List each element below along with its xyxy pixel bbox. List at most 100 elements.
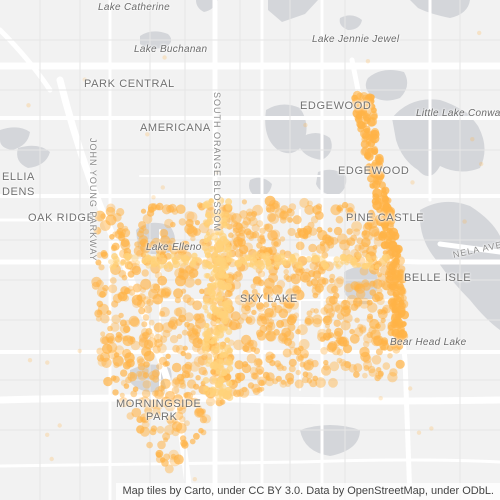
heat-point [211,377,218,384]
heat-point [306,200,313,207]
heat-point [264,307,274,318]
heat-point [118,312,124,319]
heat-point [156,363,163,370]
heat-point [270,353,276,359]
heat-point [390,313,401,324]
heat-point [101,251,109,259]
lake-edgewood-water [365,70,408,101]
heat-point [155,401,164,410]
heat-point [362,354,372,364]
heat-point [249,366,259,376]
heat-point [209,386,217,394]
heat-point [398,329,408,340]
heat-point [112,389,119,396]
heat-point [366,299,373,306]
heat-point [279,380,288,388]
heat-point [101,357,112,368]
heat-point [252,204,263,216]
heat-point [184,321,191,328]
heat-point [117,333,124,340]
heat-point [386,223,394,231]
heat-point [335,215,344,224]
heat-point [165,244,172,251]
heat-point [320,260,329,268]
heat-point [173,454,184,465]
map-attribution[interactable]: Map tiles by Carto, under CC BY 3.0. Dat… [116,483,500,500]
heat-point [245,316,253,324]
heat-point [109,234,115,240]
heat-point [184,352,192,360]
heat-point [250,294,257,301]
label-lake-jennie-jewel: Lake Jennie Jewel [312,34,400,45]
heat-point [195,375,201,381]
heat-point [148,319,155,326]
heat-point [284,298,295,309]
heat-point [127,264,132,268]
heat-point [285,288,296,299]
heat-point [171,362,182,373]
heat-point [278,296,287,305]
heat-point [375,321,386,332]
heat-point [137,370,148,381]
heat-point [308,270,316,278]
heat-point [176,404,184,412]
heat-point [167,261,172,267]
heat-point [216,216,224,224]
heat-point [205,231,210,236]
heat-point [180,373,186,379]
heat-point [91,276,102,288]
heat-point [226,347,232,353]
heat-point [197,355,208,366]
heat-point [136,416,144,423]
heat-point [241,199,247,205]
heat-point [148,206,155,213]
heat-point [331,285,339,294]
heat-point [290,273,302,285]
heat-point [341,201,349,209]
lake-pine-castle [300,133,332,160]
heat-point [224,337,231,343]
heat-point [189,438,196,445]
heat-point [160,185,165,190]
heat-point [315,203,323,210]
heat-point [126,412,134,420]
heat-point [268,213,280,224]
heat-point [211,345,219,354]
heat-point [189,260,197,268]
heat-point [222,257,230,264]
heat-point [103,376,113,387]
heat-point [174,411,184,421]
heat-point [349,328,355,335]
heat-point [137,293,146,302]
heat-point [213,325,221,332]
heat-point [268,246,277,256]
heat-point [378,396,383,401]
heat-point [171,386,180,395]
heat-point [218,365,225,372]
heat-point [225,358,234,367]
heat-point [122,294,130,302]
heat-point [257,259,262,265]
heat-point [353,371,360,378]
heat-point [336,349,344,356]
heat-point [274,305,283,314]
heat-point [136,356,144,364]
heat-point [368,211,376,219]
heat-point [120,261,125,266]
heat-point [374,291,384,302]
heat-point [193,432,200,440]
heat-point [190,397,200,408]
heat-point [351,256,356,261]
heat-point [256,302,264,310]
heat-point [380,344,387,351]
heat-point [233,389,241,398]
heat-point [173,394,184,405]
heat-point [393,294,400,301]
heat-point [310,278,319,286]
heat-point [205,397,216,407]
heat-point [175,318,183,326]
heat-point [116,208,125,217]
heat-point [184,312,194,322]
heat-point [304,227,312,235]
